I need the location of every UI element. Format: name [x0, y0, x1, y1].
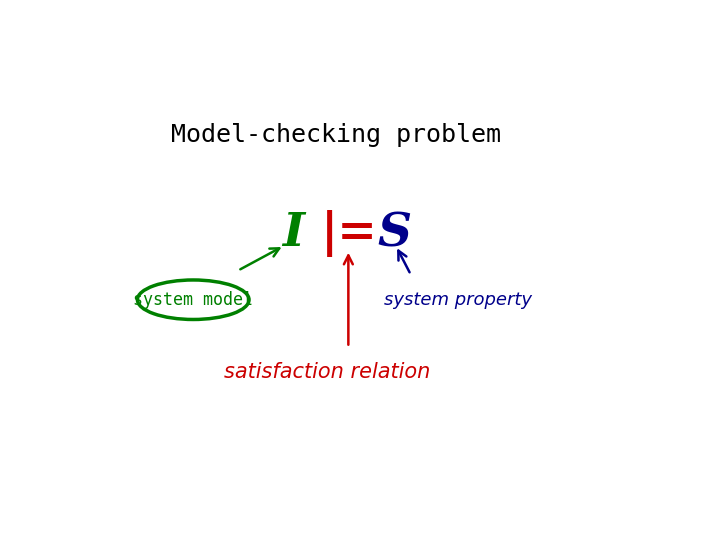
- Text: system property: system property: [384, 291, 532, 309]
- Text: system model: system model: [133, 291, 253, 309]
- Text: satisfaction relation: satisfaction relation: [224, 362, 431, 382]
- Text: Model-checking problem: Model-checking problem: [171, 124, 500, 147]
- Text: |=: |=: [321, 210, 378, 256]
- Text: S: S: [377, 210, 411, 256]
- Text: I: I: [283, 210, 305, 256]
